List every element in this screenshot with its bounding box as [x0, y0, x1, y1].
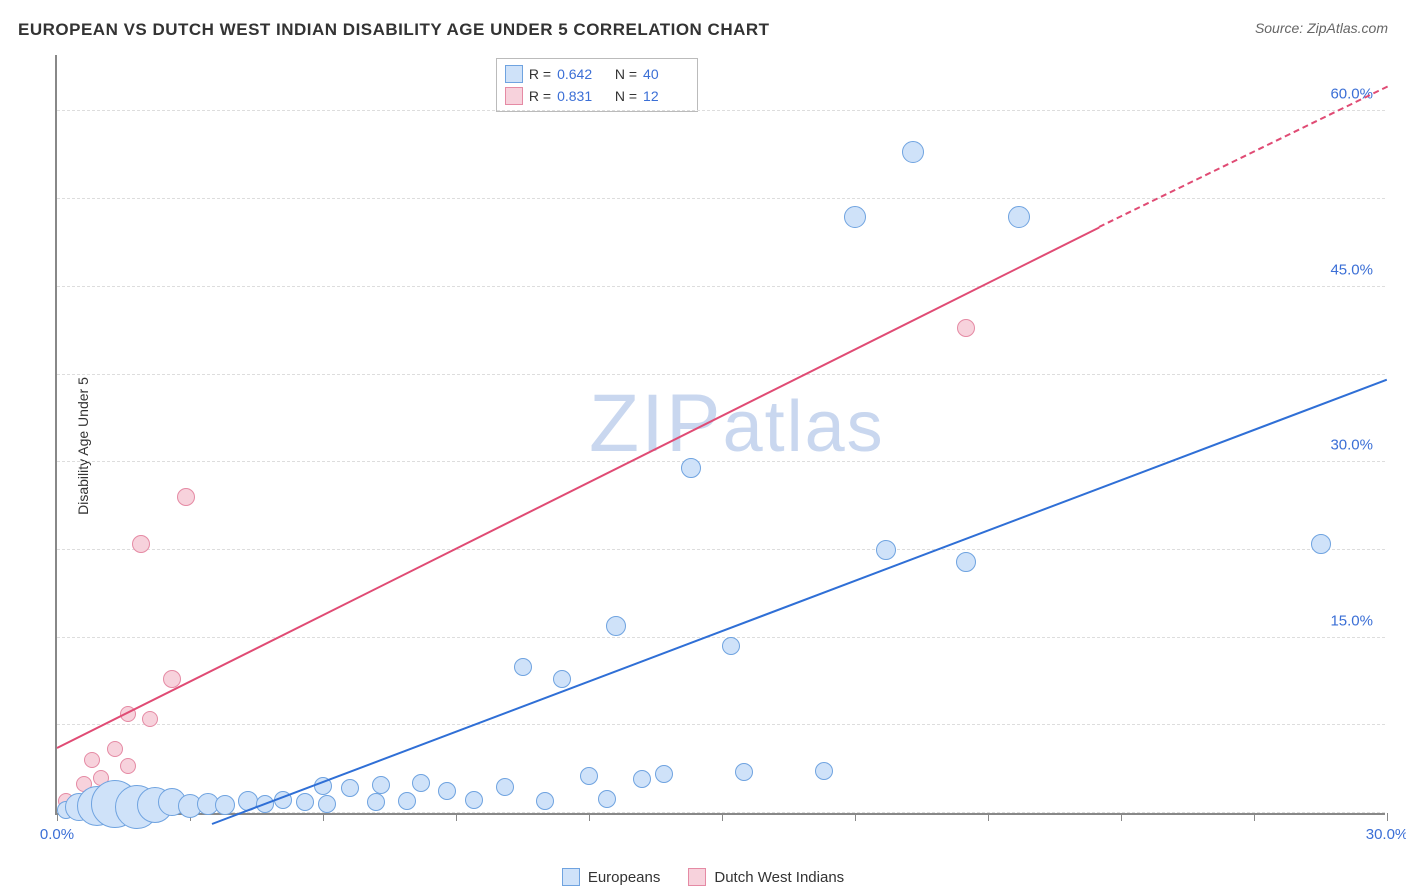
x-tick — [589, 813, 590, 821]
x-tick — [1387, 813, 1388, 821]
gridline-h — [57, 374, 1385, 375]
data-point — [844, 206, 866, 228]
x-tick — [1254, 813, 1255, 821]
x-tick — [988, 813, 989, 821]
data-point — [553, 670, 571, 688]
stat-value-n: 12 — [643, 85, 687, 107]
data-point — [318, 795, 336, 813]
data-point — [876, 540, 896, 560]
x-tick — [323, 813, 324, 821]
stat-label-r: R = — [529, 85, 551, 107]
x-tick — [456, 813, 457, 821]
stats-row: R = 0.642 N = 40 — [505, 63, 687, 85]
legend-swatch — [505, 87, 523, 105]
y-tick-label: 45.0% — [1330, 261, 1373, 278]
data-point — [296, 793, 314, 811]
gridline-h — [57, 549, 1385, 550]
data-point — [107, 741, 123, 757]
data-point — [580, 767, 598, 785]
gridline-h — [57, 286, 1385, 287]
stat-value-n: 40 — [643, 63, 687, 85]
data-point — [606, 616, 626, 636]
gridline-h — [57, 637, 1385, 638]
data-point — [655, 765, 673, 783]
chart-legend: Europeans Dutch West Indians — [0, 868, 1406, 886]
data-point — [496, 778, 514, 796]
legend-swatch — [562, 868, 580, 886]
data-point — [957, 319, 975, 337]
data-point — [132, 535, 150, 553]
x-tick — [1121, 813, 1122, 821]
data-point — [142, 711, 158, 727]
source-attribution: Source: ZipAtlas.com — [1255, 20, 1388, 36]
data-point — [412, 774, 430, 792]
gridline-h — [57, 724, 1385, 725]
data-point — [465, 791, 483, 809]
stats-row: R = 0.831 N = 12 — [505, 85, 687, 107]
gridline-h — [57, 110, 1385, 111]
data-point — [341, 779, 359, 797]
data-point — [956, 552, 976, 572]
stat-value-r: 0.642 — [557, 63, 601, 85]
legend-label: Dutch West Indians — [714, 869, 844, 886]
correlation-stats-box: R = 0.642 N = 40 R = 0.831 N = 12 — [496, 58, 698, 112]
data-point — [722, 637, 740, 655]
x-tick — [855, 813, 856, 821]
data-point — [598, 790, 616, 808]
gridline-h — [57, 198, 1385, 199]
y-tick-label: 30.0% — [1330, 437, 1373, 454]
data-point — [514, 658, 532, 676]
data-point — [1311, 534, 1331, 554]
x-tick-label: 0.0% — [40, 826, 74, 843]
data-point — [815, 762, 833, 780]
legend-swatch — [688, 868, 706, 886]
x-tick — [722, 813, 723, 821]
data-point — [438, 782, 456, 800]
data-point — [536, 792, 554, 810]
legend-item: Europeans — [562, 868, 661, 886]
x-tick-label: 30.0% — [1366, 826, 1406, 843]
watermark: ZIPatlas — [589, 377, 885, 471]
trend-line — [57, 227, 1100, 749]
stat-value-r: 0.831 — [557, 85, 601, 107]
stat-label-n: N = — [607, 63, 637, 85]
legend-item: Dutch West Indians — [688, 868, 844, 886]
data-point — [735, 763, 753, 781]
trend-line — [1098, 86, 1387, 228]
data-point — [633, 770, 651, 788]
gridline-h — [57, 812, 1385, 813]
data-point — [367, 793, 385, 811]
legend-label: Europeans — [588, 869, 661, 886]
data-point — [84, 752, 100, 768]
data-point — [215, 795, 235, 815]
data-point — [120, 758, 136, 774]
data-point — [902, 141, 924, 163]
data-point — [1008, 206, 1030, 228]
chart-title: EUROPEAN VS DUTCH WEST INDIAN DISABILITY… — [18, 20, 770, 39]
data-point — [372, 776, 390, 794]
stat-label-n: N = — [607, 85, 637, 107]
gridline-h — [57, 461, 1385, 462]
y-tick-label: 15.0% — [1330, 612, 1373, 629]
trend-line — [212, 378, 1388, 824]
data-point — [398, 792, 416, 810]
data-point — [177, 488, 195, 506]
scatter-plot-area: ZIPatlas R = 0.642 N = 40 R = 0.831 N = 12 15… — [55, 55, 1385, 815]
data-point — [681, 458, 701, 478]
legend-swatch — [505, 65, 523, 83]
stat-label-r: R = — [529, 63, 551, 85]
